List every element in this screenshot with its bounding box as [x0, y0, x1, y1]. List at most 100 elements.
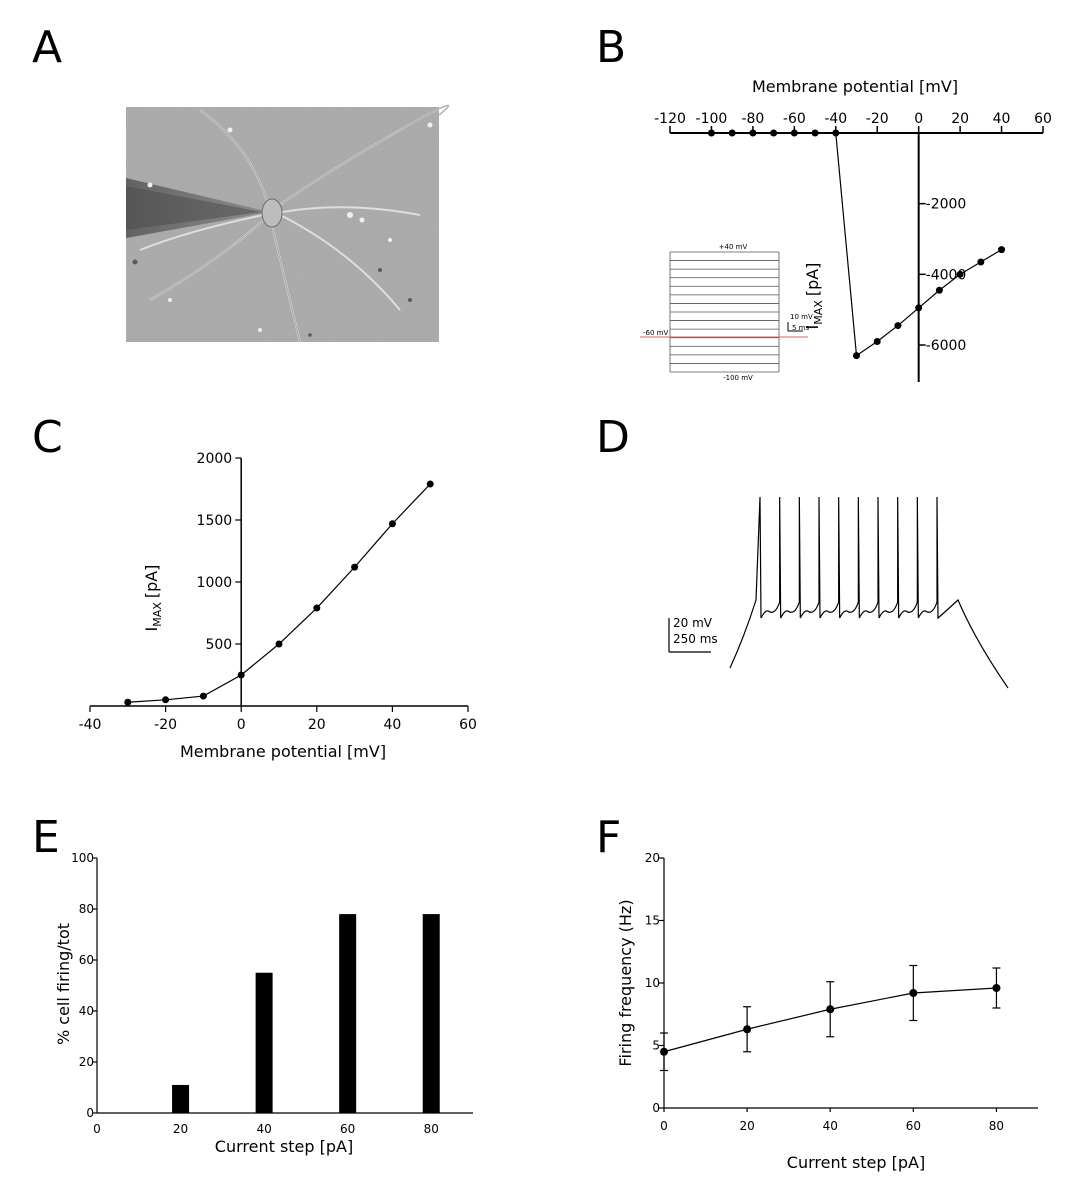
chart-c-point-7 — [388, 520, 396, 528]
scale-bar-v-label: 20 mV — [673, 616, 713, 630]
chart-e-xlabel: Current step [pA] — [215, 1137, 353, 1156]
inset-top-label: +40 mV — [719, 243, 748, 251]
chart-c-point-0 — [124, 698, 132, 706]
chart-f-point-3 — [909, 989, 918, 997]
chart-b-point-4 — [790, 129, 798, 137]
chart-c-ylabel-sub: MAX — [151, 602, 164, 627]
chart-b-xtick-2: -80 — [741, 111, 764, 127]
chart-b-ylabel-sub: MAX — [812, 300, 825, 325]
chart-e-ytick-3: 60 — [79, 953, 94, 967]
inset-bottom-label: -100 mV — [723, 374, 753, 382]
chart-b-point-5 — [811, 129, 819, 137]
chart-e-xtick-2: 40 — [256, 1122, 271, 1136]
scale-bar-t-label: 250 ms — [673, 632, 718, 646]
chart-b-point-8 — [873, 337, 881, 345]
panel-letter-a: A — [32, 22, 62, 73]
chart-b-ytick-1: -4000 — [926, 267, 967, 283]
chart-c-xtick-1: -20 — [154, 717, 177, 733]
chart-c-xtick-5: 60 — [459, 717, 477, 733]
chart-c-ytick-0: 500 — [205, 637, 232, 653]
chart-e-ylabel: % cell firing/tot — [54, 923, 73, 1045]
chart-e-ytick-4: 80 — [79, 902, 94, 916]
panel-letter-c: C — [32, 412, 63, 463]
chart-b-point-3 — [770, 129, 778, 137]
chart-f-ytick-2: 10 — [645, 976, 660, 990]
chart-c-ylabel-unit: [pA] — [142, 565, 161, 599]
chart-e-ytick-0: 0 — [86, 1106, 94, 1120]
chart-f-ytick-4: 20 — [645, 851, 660, 865]
chart-f: Current step [pA] Firing frequency (Hz) … — [616, 851, 1038, 1172]
chart-e-xtick-3: 60 — [340, 1122, 355, 1136]
chart-e-xtick-4: 80 — [424, 1122, 439, 1136]
chart-c-xtick-0: -40 — [79, 717, 102, 733]
chart-f-ylabel: Firing frequency (Hz) — [616, 899, 635, 1066]
chart-b-point-10 — [915, 304, 923, 312]
chart-c-point-6 — [351, 563, 359, 571]
chart-f-point-1 — [743, 1025, 752, 1034]
chart-b-xtick-7: 20 — [951, 111, 969, 127]
chart-c-ytick-1: 1000 — [197, 575, 233, 591]
chart-e-ytick-5: 100 — [71, 851, 94, 865]
chart-c-point-5 — [313, 604, 321, 612]
chart-b-point-7 — [853, 352, 860, 360]
chart-e-bar-0 — [172, 1084, 190, 1113]
chart-b-point-13 — [977, 258, 985, 266]
protocol-inset: +40 mV -100 mV -60 mV 10 mV 5 ms — [640, 243, 813, 382]
chart-c-ytick-3: 2000 — [197, 451, 233, 467]
chart-b: Membrane potential [mV] IMAX [pA] -120 -10… — [640, 77, 1052, 382]
chart-b-ylabel-main: I — [803, 325, 822, 330]
chart-f-point-2 — [826, 1005, 835, 1014]
chart-c-point-1 — [162, 696, 170, 704]
chart-b-series-line — [711, 132, 1002, 357]
chart-c-point-4 — [275, 640, 283, 648]
chart-c-xtick-4: 40 — [383, 717, 401, 733]
chart-f-point-0 — [660, 1047, 668, 1056]
voltage-trace — [729, 496, 1009, 689]
chart-b-xtick-8: 40 — [993, 111, 1011, 127]
chart-f-ytick-0: 0 — [652, 1101, 660, 1115]
chart-b-point-12 — [956, 270, 964, 278]
chart-f-point-4 — [992, 984, 1001, 992]
panel-letter-b: B — [596, 22, 626, 73]
chart-d: 20 mV 250 ms — [668, 496, 1009, 689]
chart-f-xtick-4: 80 — [989, 1119, 1004, 1133]
chart-e-xtick-1: 20 — [173, 1122, 188, 1136]
chart-b-xtick-0: -120 — [654, 111, 686, 127]
chart-c-point-2 — [199, 692, 207, 700]
chart-e-bar-3 — [422, 914, 440, 1113]
chart-e-bar-1 — [255, 972, 273, 1113]
chart-b-xtick-1: -100 — [696, 111, 728, 127]
chart-e-ytick-1: 20 — [79, 1055, 94, 1069]
chart-b-point-0 — [707, 129, 715, 137]
chart-c-xtick-3: 20 — [308, 717, 326, 733]
chart-e: Current step [pA] % cell firing/tot 0 20 4… — [54, 851, 473, 1156]
chart-e-ytick-2: 40 — [79, 1004, 94, 1018]
chart-f-xtick-1: 20 — [739, 1119, 754, 1133]
chart-b-point-2 — [749, 129, 757, 137]
chart-c-ylabel-main: I — [142, 627, 161, 632]
chart-b-xtick-3: -60 — [783, 111, 806, 127]
chart-b-ylabel-unit: [pA] — [803, 263, 822, 297]
chart-c-point-8 — [426, 480, 434, 488]
chart-f-ytick-3: 15 — [645, 914, 660, 928]
chart-c-series-line — [127, 483, 431, 703]
chart-b-point-9 — [894, 322, 902, 330]
chart-b-ytick-2: -6000 — [926, 338, 967, 354]
chart-f-xtick-2: 40 — [823, 1119, 838, 1133]
chart-b-xtick-9: 60 — [1034, 111, 1052, 127]
panel-letter-e: E — [32, 812, 60, 863]
chart-b-point-14 — [998, 246, 1006, 254]
chart-c-xtick-2: 0 — [237, 717, 246, 733]
panel-letter-d: D — [596, 412, 630, 463]
chart-b-point-1 — [728, 129, 736, 137]
inset-holding-label: -60 mV — [643, 329, 668, 337]
chart-f-xtick-0: 0 — [660, 1119, 668, 1133]
inset-scale-t: 5 ms — [792, 324, 809, 332]
chart-f-ytick-1: 5 — [652, 1039, 660, 1053]
chart-c-xlabel: Membrane potential [mV] — [180, 742, 386, 761]
panel-letter-f: F — [596, 812, 621, 863]
chart-f-xlabel: Current step [pA] — [787, 1153, 925, 1172]
chart-c-ylabel: IMAX [pA] — [142, 565, 164, 632]
chart-c-ytick-2: 1500 — [197, 513, 233, 529]
